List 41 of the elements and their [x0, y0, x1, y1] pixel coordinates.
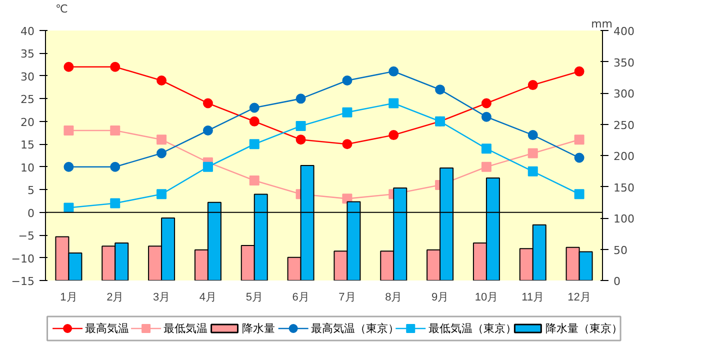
x-tick-label: 6月 [292, 292, 310, 304]
y2-tick-label: 150 [614, 181, 634, 194]
x-tick-label: 8月 [385, 292, 402, 304]
x-tick-label: 10月 [474, 292, 498, 304]
x-tick-label: 5月 [246, 292, 263, 304]
y-tick-label: 15 [20, 138, 35, 152]
legend-label: 最高気温 [85, 322, 130, 335]
y2-axis-title: mm [591, 18, 613, 30]
y-tick-label: 0 [28, 206, 34, 220]
legend-label: 降水量 [242, 322, 276, 335]
y-tick-label: 25 [20, 93, 35, 106]
x-tick-label: 1月 [60, 292, 78, 304]
y-axis-title: ℃ [56, 2, 68, 16]
y2-tick-label: 400 [614, 25, 634, 38]
y-tick-label: −15 [11, 275, 35, 288]
y2-tick-label: 250 [614, 118, 634, 132]
y-tick-label: 40 [20, 25, 35, 38]
x-tick-label: 9月 [431, 292, 449, 304]
x-tick-label: 2月 [106, 292, 124, 304]
x-tick-label: 3月 [152, 292, 170, 304]
x-tick-label: 11月 [522, 292, 544, 304]
y-tick-label: 10 [20, 161, 35, 174]
y-tick-label: 20 [20, 116, 35, 129]
y-tick-label: −5 [18, 230, 35, 243]
legend-label: 最低気温 [164, 322, 208, 335]
y2-tick-label: 200 [614, 150, 634, 163]
x-tick-label: 12月 [568, 292, 591, 304]
y2-tick-label: 300 [614, 88, 634, 100]
y2-tick-label: 100 [614, 212, 634, 226]
y2-tick-label: 350 [614, 56, 634, 70]
y-tick-label: 30 [20, 70, 35, 84]
legend-label: 最高気温（東京） [310, 322, 399, 335]
legend-label: 降水量（東京） [546, 322, 623, 335]
x-tick-label: 7月 [338, 292, 356, 304]
y-tick-label: −10 [11, 252, 35, 266]
y-tick-label: 5 [28, 184, 34, 198]
y2-tick-label: 50 [614, 244, 628, 257]
legend-label: 最低気温（東京） [428, 322, 516, 335]
y2-tick-label: 0 [614, 275, 620, 288]
x-tick-label: 4月 [199, 292, 217, 304]
y-tick-label: 35 [20, 48, 35, 61]
